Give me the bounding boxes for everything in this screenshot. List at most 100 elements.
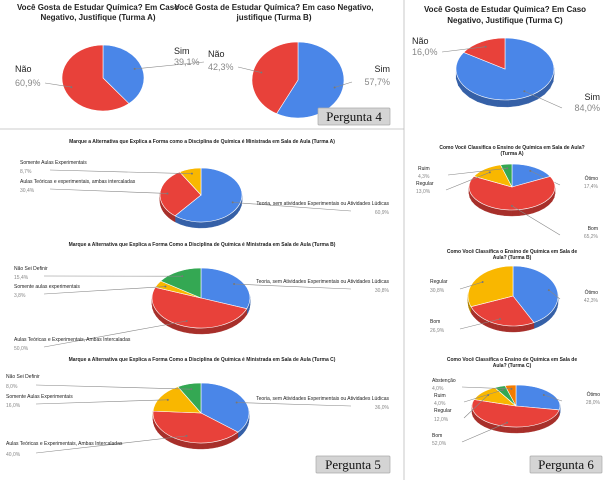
slice-value-q4a-nao: 60,9%	[15, 78, 41, 88]
leader-line-q5b-aulas-teoricas-e-experimentais-ambas-intercaladas	[44, 321, 187, 347]
pie-chart-q5b: Marque a Alternativa que Explica a Forma…	[14, 242, 390, 352]
slice-value-q5a-teoria-sem-atividades-experimentais-ou-atividades-ludicas: 60,9%	[375, 210, 390, 216]
slice-value-q5a-aulas-teoricas-e-experimentais-ambas-intercaladas: 30,4%	[20, 188, 35, 194]
slice-label-q6a-bom: Bom	[588, 226, 598, 232]
slice-label-q5c-nao-sei-definir: Não Sei Definir	[6, 374, 40, 380]
slice-label-q6b-regular: Regular	[430, 279, 448, 285]
leader-dot	[191, 173, 193, 175]
slice-value-q4c-nao: 16,0%	[412, 47, 438, 57]
leader-dot	[506, 167, 508, 169]
slice-value-q5c-nao-sei-definir: 8,0%	[6, 384, 18, 390]
slice-label-q5a-teoria-sem-atividades-experimentais-ou-atividades-ludicas: Teoria, sem atividades Experimentais ou …	[256, 201, 389, 207]
slice-value-q4b-sim: 57,7%	[364, 77, 390, 87]
leader-dot	[489, 171, 491, 173]
leader-line-q5c-somente-aulas-experimentais	[36, 400, 168, 404]
leader-dot	[548, 289, 550, 291]
chart-title-q6a: (Turma A)	[500, 151, 523, 157]
slice-label-q5c-teoria-sem-atividades-experimentais-ou-atividades-ludicas: Teoria, sem Atividades Experimentais ou …	[256, 396, 389, 402]
chart-title-q5c: Marque a Alternativa que Explica a Forma…	[69, 357, 336, 363]
slice-label-q4c-sim: Sim	[585, 92, 601, 102]
slice-value-q6c-abstencao: 4,0%	[432, 386, 444, 392]
slice-label-q4a-sim: Sim	[174, 46, 190, 56]
slice-value-q5b-teoria-sem-atividades-experimentais-ou-atividades-ludicas: 30,8%	[375, 288, 390, 294]
pie-slice-q6c-otimo	[516, 385, 560, 410]
slice-label-q6c-bom: Bom	[432, 433, 442, 439]
pie-chart-q6b: Como Você Classifica o Ensino de Química…	[430, 249, 599, 334]
slice-value-q6c-otimo: 28,0%	[586, 400, 601, 406]
leader-line-q5c-nao-sei-definir	[36, 385, 191, 389]
leader-dot	[186, 435, 188, 437]
pie-chart-q6c: Como Você Classifica o Ensino de Química…	[432, 357, 601, 447]
leader-dot	[485, 46, 487, 48]
slice-value-q5c-somente-aulas-experimentais: 16,0%	[6, 403, 21, 409]
slice-label-q5b-teoria-sem-atividades-experimentais-ou-atividades-ludicas: Teoria, sem Atividades Experimentais ou …	[256, 279, 389, 285]
leader-dot	[334, 86, 336, 88]
chart-title-q5a: Marque a Alternativa que Explica a Forma…	[69, 139, 335, 145]
leader-dot	[236, 402, 238, 404]
slice-label-q4b-sim: Sim	[375, 64, 391, 74]
slice-value-q6b-bom: 26,9%	[430, 328, 445, 334]
leader-dot	[190, 388, 192, 390]
slice-label-q4c-nao: Não	[412, 36, 429, 46]
slice-value-q5b-aulas-teoricas-e-experimentais-ambas-intercaladas: 50,0%	[14, 346, 29, 352]
slice-value-q6c-regular: 12,0%	[434, 417, 449, 423]
chart-title-q6b: Aula? (Turma B)	[493, 255, 532, 261]
slice-value-q6a-regular: 13,0%	[416, 189, 431, 195]
slice-value-q4b-nao: 42,3%	[208, 62, 234, 72]
slice-label-q5b-somente-aulas-experimentais: Somente aulas experimentais	[14, 284, 80, 290]
slice-label-q5a-aulas-teoricas-e-experimentais-ambas-intercaladas: Aulas Teóricas e experimentais, ambas in…	[20, 179, 136, 185]
slice-value-q6c-ruim: 4,0%	[434, 401, 446, 407]
slice-value-q6a-ruim: 4,3%	[418, 174, 430, 180]
leader-dot	[506, 422, 508, 424]
leader-dot	[233, 283, 235, 285]
pie-chart-q5a: Marque a Alternativa que Explica a Forma…	[20, 139, 390, 228]
slice-value-q6a-otimo: 17,4%	[584, 184, 599, 190]
pie-chart-q4c: Você Gosta de Estudar Química? Em Caso Ne…	[412, 5, 600, 113]
slice-value-q6b-regular: 30,8%	[430, 288, 445, 294]
tag-pergunta-4: Pergunta 4	[318, 108, 390, 125]
slice-label-q5c-aulas-teoricas-e-experimentais-ambas-intercaladas: Aulas Teóricas e Experimentais, Ambas In…	[6, 441, 123, 447]
slice-label-q5b-nao-sei-definir: Não Sei Definir	[14, 266, 48, 272]
tag-pergunta-4-text: Pergunta 4	[326, 109, 382, 124]
leader-dot	[70, 86, 72, 88]
leader-dot	[164, 286, 166, 288]
slice-value-q5c-teoria-sem-atividades-experimentais-ou-atividades-ludicas: 36,0%	[375, 405, 390, 411]
chart-title-q4b: Você Gosta de Estudar Química? Em caso N…	[174, 3, 373, 12]
leader-dot	[543, 394, 545, 396]
slice-label-q6c-ruim: Ruim	[434, 393, 446, 399]
chart-title-q4c: Negativo, Justifique (Turma C)	[447, 16, 563, 25]
leader-dot	[523, 90, 525, 92]
leader-dot	[167, 399, 169, 401]
slice-value-q5b-nao-sei-definir: 15,4%	[14, 275, 29, 281]
leader-dot	[181, 275, 183, 277]
pie-chart-q6a: Como Você Classifica o Ensino de Química…	[416, 145, 599, 240]
slice-value-q4a-sim: 39,1%	[174, 57, 200, 67]
slice-value-q6b-otimo: 42,3%	[584, 298, 599, 304]
leader-dot	[482, 281, 484, 283]
leader-dot	[260, 72, 262, 74]
slice-label-q6c-abstencao: Abstenção	[432, 378, 456, 384]
leader-dot	[186, 320, 188, 322]
slice-label-q6a-regular: Regular	[416, 181, 434, 187]
chart-title-q4a: Negativo, Justifique (Turma A)	[40, 13, 155, 22]
chart-title-q6c: Aula? (Turma C)	[493, 363, 532, 369]
pie-chart-q5c: Marque a Alternativa que Explica a Forma…	[6, 357, 390, 458]
pie-chart-q4a: Você Gosta de Estudar Química? Em CasoNe…	[15, 3, 204, 111]
slice-label-q4b-nao: Não	[208, 49, 225, 59]
leader-dot	[510, 388, 512, 390]
leader-line-q5a-somente-aulas-experimentais	[50, 170, 192, 174]
pie-chart-q4b: Você Gosta de Estudar Química? Em caso N…	[174, 3, 390, 118]
slice-value-q6c-bom: 52,0%	[432, 441, 447, 447]
chart-title-q4c: Você Gosta de Estudar Química? Em Caso	[424, 5, 586, 14]
slice-label-q6b-bom: Bom	[430, 319, 440, 325]
chart-title-q4b: justifique (Turma B)	[236, 13, 312, 22]
slice-value-q6a-bom: 65,2%	[584, 234, 599, 240]
slice-label-q6a-ruim: Ruim	[418, 166, 430, 172]
chart-title-q5b: Marque a Alternativa que Explica a Forma…	[69, 242, 336, 248]
leader-dot	[511, 205, 513, 207]
leader-dot	[134, 68, 136, 70]
slice-value-q5c-aulas-teoricas-e-experimentais-ambas-intercaladas: 40,0%	[6, 452, 21, 458]
slice-label-q6c-regular: Regular	[434, 408, 452, 414]
leader-line-q5c-teoria-sem-atividades-experimentais-ou-atividades-ludicas	[237, 403, 351, 406]
